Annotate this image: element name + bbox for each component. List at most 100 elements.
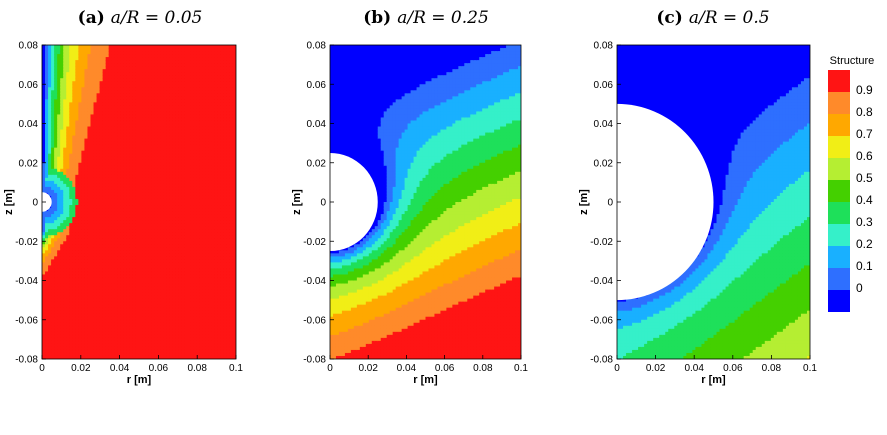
contour-cell [78,301,83,306]
contour-cell [105,331,110,336]
contour-cell [75,217,79,221]
contour-cell [120,310,125,315]
contour-cell [111,220,116,224]
contour-cell [45,105,49,109]
contour-cell [129,262,134,266]
contour-cell [87,331,92,336]
contour-cell [111,123,116,128]
contour-cell [132,259,137,263]
contour-cell [129,90,134,94]
contour-cell [120,81,125,85]
contour-cell [142,244,146,248]
contour-cell [135,241,140,245]
contour-cell [181,111,186,116]
contour-cell [148,84,152,88]
contour-cell [51,186,55,191]
contour-cell [132,322,137,327]
contour-cell [139,223,143,227]
contour-cell [99,177,104,182]
contour-cell [87,60,92,64]
contour-cell [108,93,113,97]
contour-cell [87,150,92,155]
contour-cell [135,292,140,297]
contour-cell [93,114,98,119]
contour-cell [102,108,107,113]
contour-cell [120,268,125,273]
contour-cell [81,144,86,149]
contour-cell [60,48,64,52]
contour-cell [154,117,158,122]
contour-cell [108,105,113,109]
contour-cell [139,352,143,357]
contour-cell [48,211,52,215]
contour-cell [175,81,180,85]
contour-cell [108,262,113,266]
contour-cell [105,165,110,170]
contour-cell [93,168,98,173]
contour-cell [142,162,146,167]
contour-cell [145,114,149,119]
contour-cell [105,192,110,197]
contour-cell [81,253,86,257]
contour-cell [111,135,116,140]
contour-cell [169,90,173,94]
contour-cell [163,96,167,100]
contour-cell [166,153,170,158]
contour-cell [169,223,173,227]
contour-cell [145,256,149,260]
contour-cell [120,286,125,291]
contour-cell [132,343,137,348]
contour-cell [42,289,46,294]
contour-cell [160,241,164,245]
contour-cell [181,286,186,291]
contour-cell [142,259,146,263]
contour-cell [139,292,143,297]
contour-cell [132,51,137,55]
contour-cell [84,75,89,79]
contour-cell [84,192,89,197]
contour-cell [120,352,125,357]
contour-cell [120,177,125,182]
contour-cell [120,322,125,327]
contour-cell [139,138,143,143]
contour-cell [111,244,116,248]
contour-cell [93,310,98,315]
contour-cell [178,114,183,119]
contour-cell [54,126,58,131]
contour-cell [108,141,113,146]
contour-cell [93,262,98,266]
contour-cell [60,102,64,106]
contour-cell [81,289,86,294]
contour-cell [135,129,140,134]
contour-cell [69,253,73,257]
contour-cell [81,223,86,227]
contour-cell [45,238,49,242]
contour-cell [126,262,131,266]
contour-cell [45,48,49,52]
contour-cell [178,343,183,348]
contour-cell [57,150,61,155]
contour-cell [51,262,55,266]
contour-cell [126,205,131,209]
contour-cell [66,205,70,209]
contour-cell [184,123,189,128]
contour-cell [154,235,158,239]
contour-cell [160,292,164,297]
contour-cell [129,183,134,188]
contour-cell [51,117,55,122]
contour-cell [63,159,67,164]
contour-cell [181,192,186,197]
contour-cell [139,316,143,321]
contour-cell [135,283,140,288]
contour-cell [66,81,70,85]
contour-cell [93,57,98,61]
contour-cell [96,108,101,113]
contour-cell [135,217,140,221]
contour-cell [135,274,140,279]
contour-cell [123,223,128,227]
contour-cell [166,135,170,140]
contour-cell [123,259,128,263]
contour-cell [145,355,149,359]
contour-cell [151,262,155,266]
contour-cell [132,214,137,218]
